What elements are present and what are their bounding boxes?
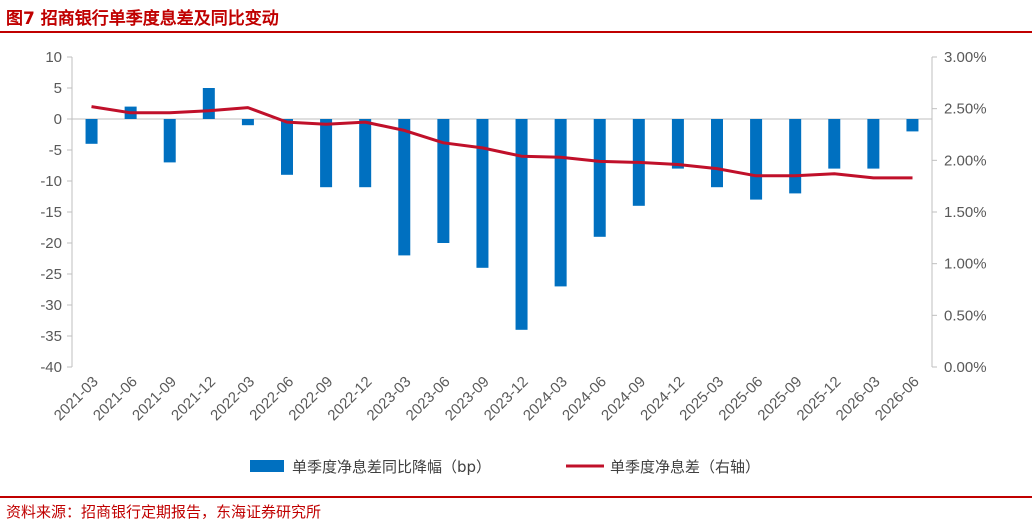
- x-tick-label: 2026-06: [872, 373, 923, 424]
- right-tick-label: 2.50%: [944, 101, 987, 118]
- bar: [750, 119, 763, 200]
- bar: [398, 119, 411, 256]
- right-tick-label: 3.00%: [944, 49, 987, 66]
- right-tick-label: 2.00%: [944, 152, 987, 169]
- bar: [711, 119, 723, 188]
- right-tick-label: 0.50%: [944, 307, 987, 324]
- net-interest-margin-line: [91, 105, 913, 180]
- bar: [476, 119, 489, 268]
- bar: [85, 119, 98, 144]
- left-tick-label: 5: [54, 80, 62, 97]
- left-tick-label: -15: [40, 204, 62, 221]
- legend-bar-swatch: [250, 460, 284, 472]
- source-note: 资料来源：招商银行定期报告，东海证券研究所: [6, 503, 322, 521]
- chart-title: 图7 招商银行单季度息差及同比变动: [6, 9, 279, 29]
- bar-line-chart: 10 5 0 -5 -10 -15 -20 -25 -30 -35 -40 3.00% 2.50% 2.0…: [40, 49, 986, 476]
- line-series: [91, 105, 913, 180]
- left-tick-label: -35: [40, 328, 62, 345]
- bar: [828, 119, 841, 169]
- bar: [359, 119, 372, 188]
- bar: [867, 119, 880, 169]
- chart-header: 图7 招商银行单季度息差及同比变动: [0, 0, 1032, 34]
- legend: 单季度净息差同比降幅（bp） 单季度净息差（右轴）: [250, 458, 760, 476]
- bar: [515, 119, 528, 330]
- bar: [671, 119, 684, 169]
- bar: [163, 119, 176, 163]
- left-tick-label: 0: [54, 111, 62, 128]
- bar: [906, 119, 919, 132]
- bar: [281, 119, 293, 175]
- bar: [241, 119, 254, 126]
- bar: [789, 119, 802, 194]
- right-tick-label: 1.50%: [944, 204, 987, 221]
- bar: [593, 119, 606, 237]
- left-tick-label: -30: [40, 297, 62, 314]
- bar: [554, 119, 567, 287]
- legend-bar-label: 单季度净息差同比降幅（bp）: [292, 458, 491, 476]
- axes: 10 5 0 -5 -10 -15 -20 -25 -30 -35 -40 3.00% 2.50% 2.0…: [40, 49, 986, 376]
- footer-rule: [0, 496, 1032, 498]
- left-tick-label: -5: [49, 142, 62, 159]
- bar-series: [85, 88, 919, 330]
- bar: [437, 119, 450, 243]
- left-tick-label: -20: [40, 235, 62, 252]
- left-tick-label: -10: [40, 173, 62, 190]
- right-tick-label: 0.00%: [944, 359, 987, 376]
- legend-line-label: 单季度净息差（右轴）: [610, 458, 760, 476]
- left-tick-label: 10: [45, 49, 62, 66]
- title-rule: [0, 31, 1032, 33]
- x-tick-labels: 2021-032021-062021-092021-122022-032022-…: [51, 373, 923, 424]
- bar: [320, 119, 333, 188]
- left-tick-label: -40: [40, 359, 62, 376]
- bar: [202, 88, 215, 119]
- right-tick-label: 1.00%: [944, 256, 987, 273]
- left-tick-label: -25: [40, 266, 62, 283]
